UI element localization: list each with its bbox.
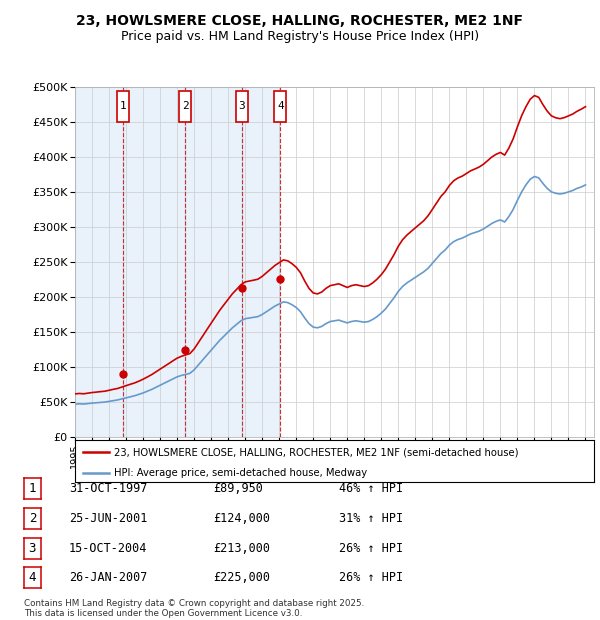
Bar bbox=[123, 87, 185, 437]
Text: £89,950: £89,950 bbox=[213, 482, 263, 495]
Text: 3: 3 bbox=[238, 102, 245, 112]
Text: 23, HOWLSMERE CLOSE, HALLING, ROCHESTER, ME2 1NF: 23, HOWLSMERE CLOSE, HALLING, ROCHESTER,… bbox=[77, 14, 523, 28]
Text: 23, HOWLSMERE CLOSE, HALLING, ROCHESTER, ME2 1NF (semi-detached house): 23, HOWLSMERE CLOSE, HALLING, ROCHESTER,… bbox=[114, 447, 518, 457]
Bar bbox=[185, 87, 242, 437]
Text: 26% ↑ HPI: 26% ↑ HPI bbox=[339, 572, 403, 584]
FancyBboxPatch shape bbox=[274, 91, 286, 122]
Text: HPI: Average price, semi-detached house, Medway: HPI: Average price, semi-detached house,… bbox=[114, 468, 367, 478]
Bar bbox=[75, 87, 123, 437]
Text: £213,000: £213,000 bbox=[213, 542, 270, 554]
Bar bbox=[242, 87, 280, 437]
Text: 25-JUN-2001: 25-JUN-2001 bbox=[69, 512, 148, 525]
Text: 46% ↑ HPI: 46% ↑ HPI bbox=[339, 482, 403, 495]
Text: 1: 1 bbox=[120, 102, 127, 112]
FancyBboxPatch shape bbox=[117, 91, 129, 122]
Text: 26-JAN-2007: 26-JAN-2007 bbox=[69, 572, 148, 584]
Text: 31-OCT-1997: 31-OCT-1997 bbox=[69, 482, 148, 495]
Text: 31% ↑ HPI: 31% ↑ HPI bbox=[339, 512, 403, 525]
Text: 1: 1 bbox=[29, 482, 36, 495]
Text: 15-OCT-2004: 15-OCT-2004 bbox=[69, 542, 148, 554]
Text: 26% ↑ HPI: 26% ↑ HPI bbox=[339, 542, 403, 554]
Text: 2: 2 bbox=[182, 102, 188, 112]
Text: £124,000: £124,000 bbox=[213, 512, 270, 525]
FancyBboxPatch shape bbox=[236, 91, 248, 122]
Text: Contains HM Land Registry data © Crown copyright and database right 2025.
This d: Contains HM Land Registry data © Crown c… bbox=[24, 599, 364, 618]
Text: 2: 2 bbox=[29, 512, 36, 525]
Text: 4: 4 bbox=[277, 102, 284, 112]
Text: Price paid vs. HM Land Registry's House Price Index (HPI): Price paid vs. HM Land Registry's House … bbox=[121, 30, 479, 43]
Text: 3: 3 bbox=[29, 542, 36, 554]
FancyBboxPatch shape bbox=[179, 91, 191, 122]
Text: £225,000: £225,000 bbox=[213, 572, 270, 584]
Text: 4: 4 bbox=[29, 572, 36, 584]
